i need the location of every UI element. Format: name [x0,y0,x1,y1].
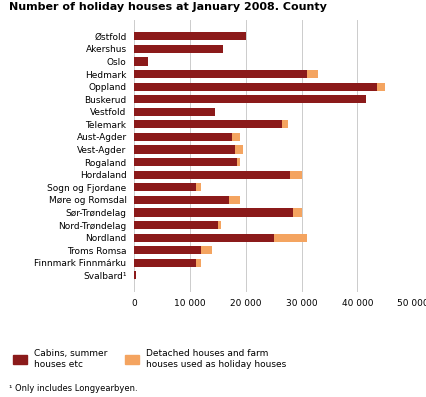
Bar [134,158,237,166]
Bar [196,259,201,267]
Bar [134,45,224,53]
Bar [134,120,282,129]
Bar [134,196,229,204]
Bar [134,70,307,78]
Legend: Cabins, summer
houses etc, Detached houses and farm
houses used as holiday house: Cabins, summer houses etc, Detached hous… [13,349,286,369]
Bar [134,32,246,40]
Bar [134,233,273,242]
Bar [237,158,240,166]
Bar [291,171,302,179]
Bar [134,108,215,116]
Text: ¹ Only includes Longyearbyen.: ¹ Only includes Longyearbyen. [9,384,137,393]
Bar [134,171,291,179]
Bar [134,83,377,91]
Bar [377,83,386,91]
Text: Number of holiday houses at January 2008. County: Number of holiday houses at January 2008… [9,2,326,12]
Bar [282,120,288,129]
Bar [134,58,148,66]
Bar [307,70,318,78]
Bar [232,133,240,141]
Bar [293,208,302,216]
Bar [134,145,235,154]
Bar [134,133,232,141]
Bar [134,95,366,103]
Bar [134,221,218,229]
Bar [229,196,240,204]
Bar [196,183,201,191]
Bar [134,208,293,216]
Bar [235,145,243,154]
Bar [218,221,221,229]
Bar [134,259,196,267]
Bar [134,271,136,279]
Bar [201,246,212,254]
Bar [134,246,201,254]
Bar [273,233,307,242]
Bar [134,183,196,191]
